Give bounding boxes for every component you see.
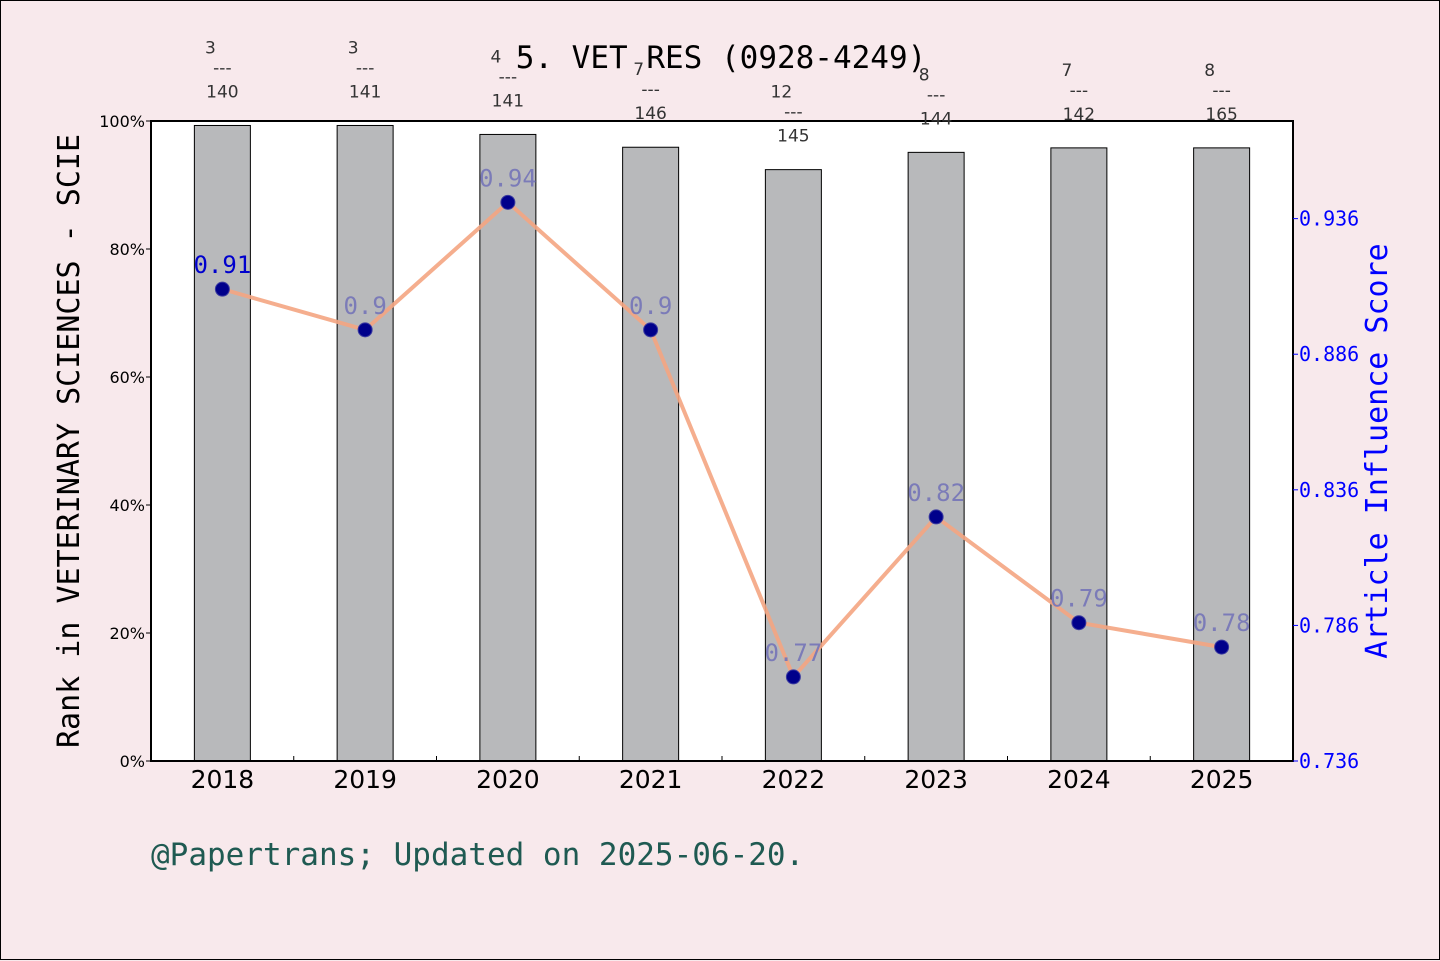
rank-total-label: 144: [920, 109, 952, 129]
y-left-tick-label: 80%: [109, 240, 145, 259]
data-point: [643, 322, 659, 338]
y-right-axis-label: Article Influence Score: [1360, 243, 1395, 658]
bar: [479, 133, 537, 762]
data-point: [928, 509, 944, 525]
x-tick-label: 2018: [191, 765, 255, 794]
data-point: [214, 281, 230, 297]
rank-label: 7: [633, 60, 644, 80]
data-point: [500, 194, 516, 210]
rank-total-label: 142: [1063, 105, 1095, 125]
x-tick-label: 2025: [1190, 765, 1254, 794]
rank-divider: ---: [499, 67, 517, 87]
rank-divider: ---: [1212, 81, 1230, 101]
plot-area: [151, 121, 1293, 761]
rank-label: 7: [1061, 61, 1072, 81]
y-right-tick-label: 0.936: [1299, 207, 1359, 231]
rank-total-label: 141: [492, 91, 524, 111]
data-label: 0.9: [343, 292, 386, 320]
x-tick-label: 2021: [619, 765, 683, 794]
data-label: 0.9: [629, 292, 672, 320]
y-right-tick-label: 0.836: [1299, 478, 1359, 502]
chart-title: 5. VET RES (0928-4249): [516, 40, 927, 76]
y-right-tick-label: 0.886: [1299, 342, 1359, 366]
y-right-tick-label: 0.786: [1299, 613, 1359, 637]
y-left-tick-label: 40%: [109, 496, 145, 515]
data-label: 0.77: [764, 639, 822, 667]
data-point: [1071, 615, 1087, 631]
y-left-tick-label: 20%: [109, 624, 145, 643]
data-label: 0.91: [193, 251, 251, 279]
rank-total-label: 145: [777, 127, 809, 147]
rank-divider: ---: [1070, 81, 1088, 101]
data-label: 0.78: [1193, 609, 1251, 637]
bar: [1050, 147, 1108, 762]
data-point: [785, 669, 801, 685]
rank-label: 8: [1204, 61, 1215, 81]
series-line: [221, 200, 1222, 679]
rank-total-label: 146: [634, 104, 666, 124]
x-tick-label: 2023: [904, 765, 968, 794]
rank-label: 3: [348, 38, 359, 58]
bar: [622, 146, 680, 762]
rank-label: 8: [919, 65, 930, 85]
y-left-axis-label: Rank in VETERINARY SCIENCES - SCIE: [52, 134, 87, 748]
rank-divider: ---: [784, 103, 802, 123]
rank-total-label: 165: [1205, 105, 1237, 125]
data-point: [1214, 639, 1230, 655]
data-label: 0.79: [1050, 585, 1108, 613]
bar: [907, 151, 965, 762]
rank-label: 4: [490, 47, 501, 67]
rank-divider: ---: [641, 80, 659, 100]
rank-divider: ---: [927, 85, 945, 105]
bar: [764, 169, 822, 762]
rank-label: 3: [205, 38, 216, 58]
y-right-tick-label: 0.736: [1299, 749, 1359, 773]
y-left-tick-label: 60%: [109, 368, 145, 387]
rank-total-label: 141: [349, 82, 381, 102]
rank-divider: ---: [356, 58, 374, 78]
x-tick-label: 2022: [762, 765, 826, 794]
rank-label: 12: [771, 83, 793, 103]
rank-total-label: 140: [206, 82, 238, 102]
x-tick-label: 2019: [333, 765, 397, 794]
footer-credit: @Papertrans; Updated on 2025-06-20.: [151, 837, 805, 873]
x-tick-label: 2020: [476, 765, 540, 794]
y-left-tick-label: 100%: [99, 112, 145, 131]
bar: [336, 124, 394, 762]
x-tick-label: 2024: [1047, 765, 1111, 794]
y-left-tick-label: 0%: [120, 752, 145, 771]
data-label: 0.82: [907, 479, 965, 507]
data-point: [357, 322, 373, 338]
bar: [193, 124, 251, 762]
rank-divider: ---: [213, 58, 231, 78]
data-label: 0.94: [479, 164, 537, 192]
bar: [1193, 147, 1251, 762]
